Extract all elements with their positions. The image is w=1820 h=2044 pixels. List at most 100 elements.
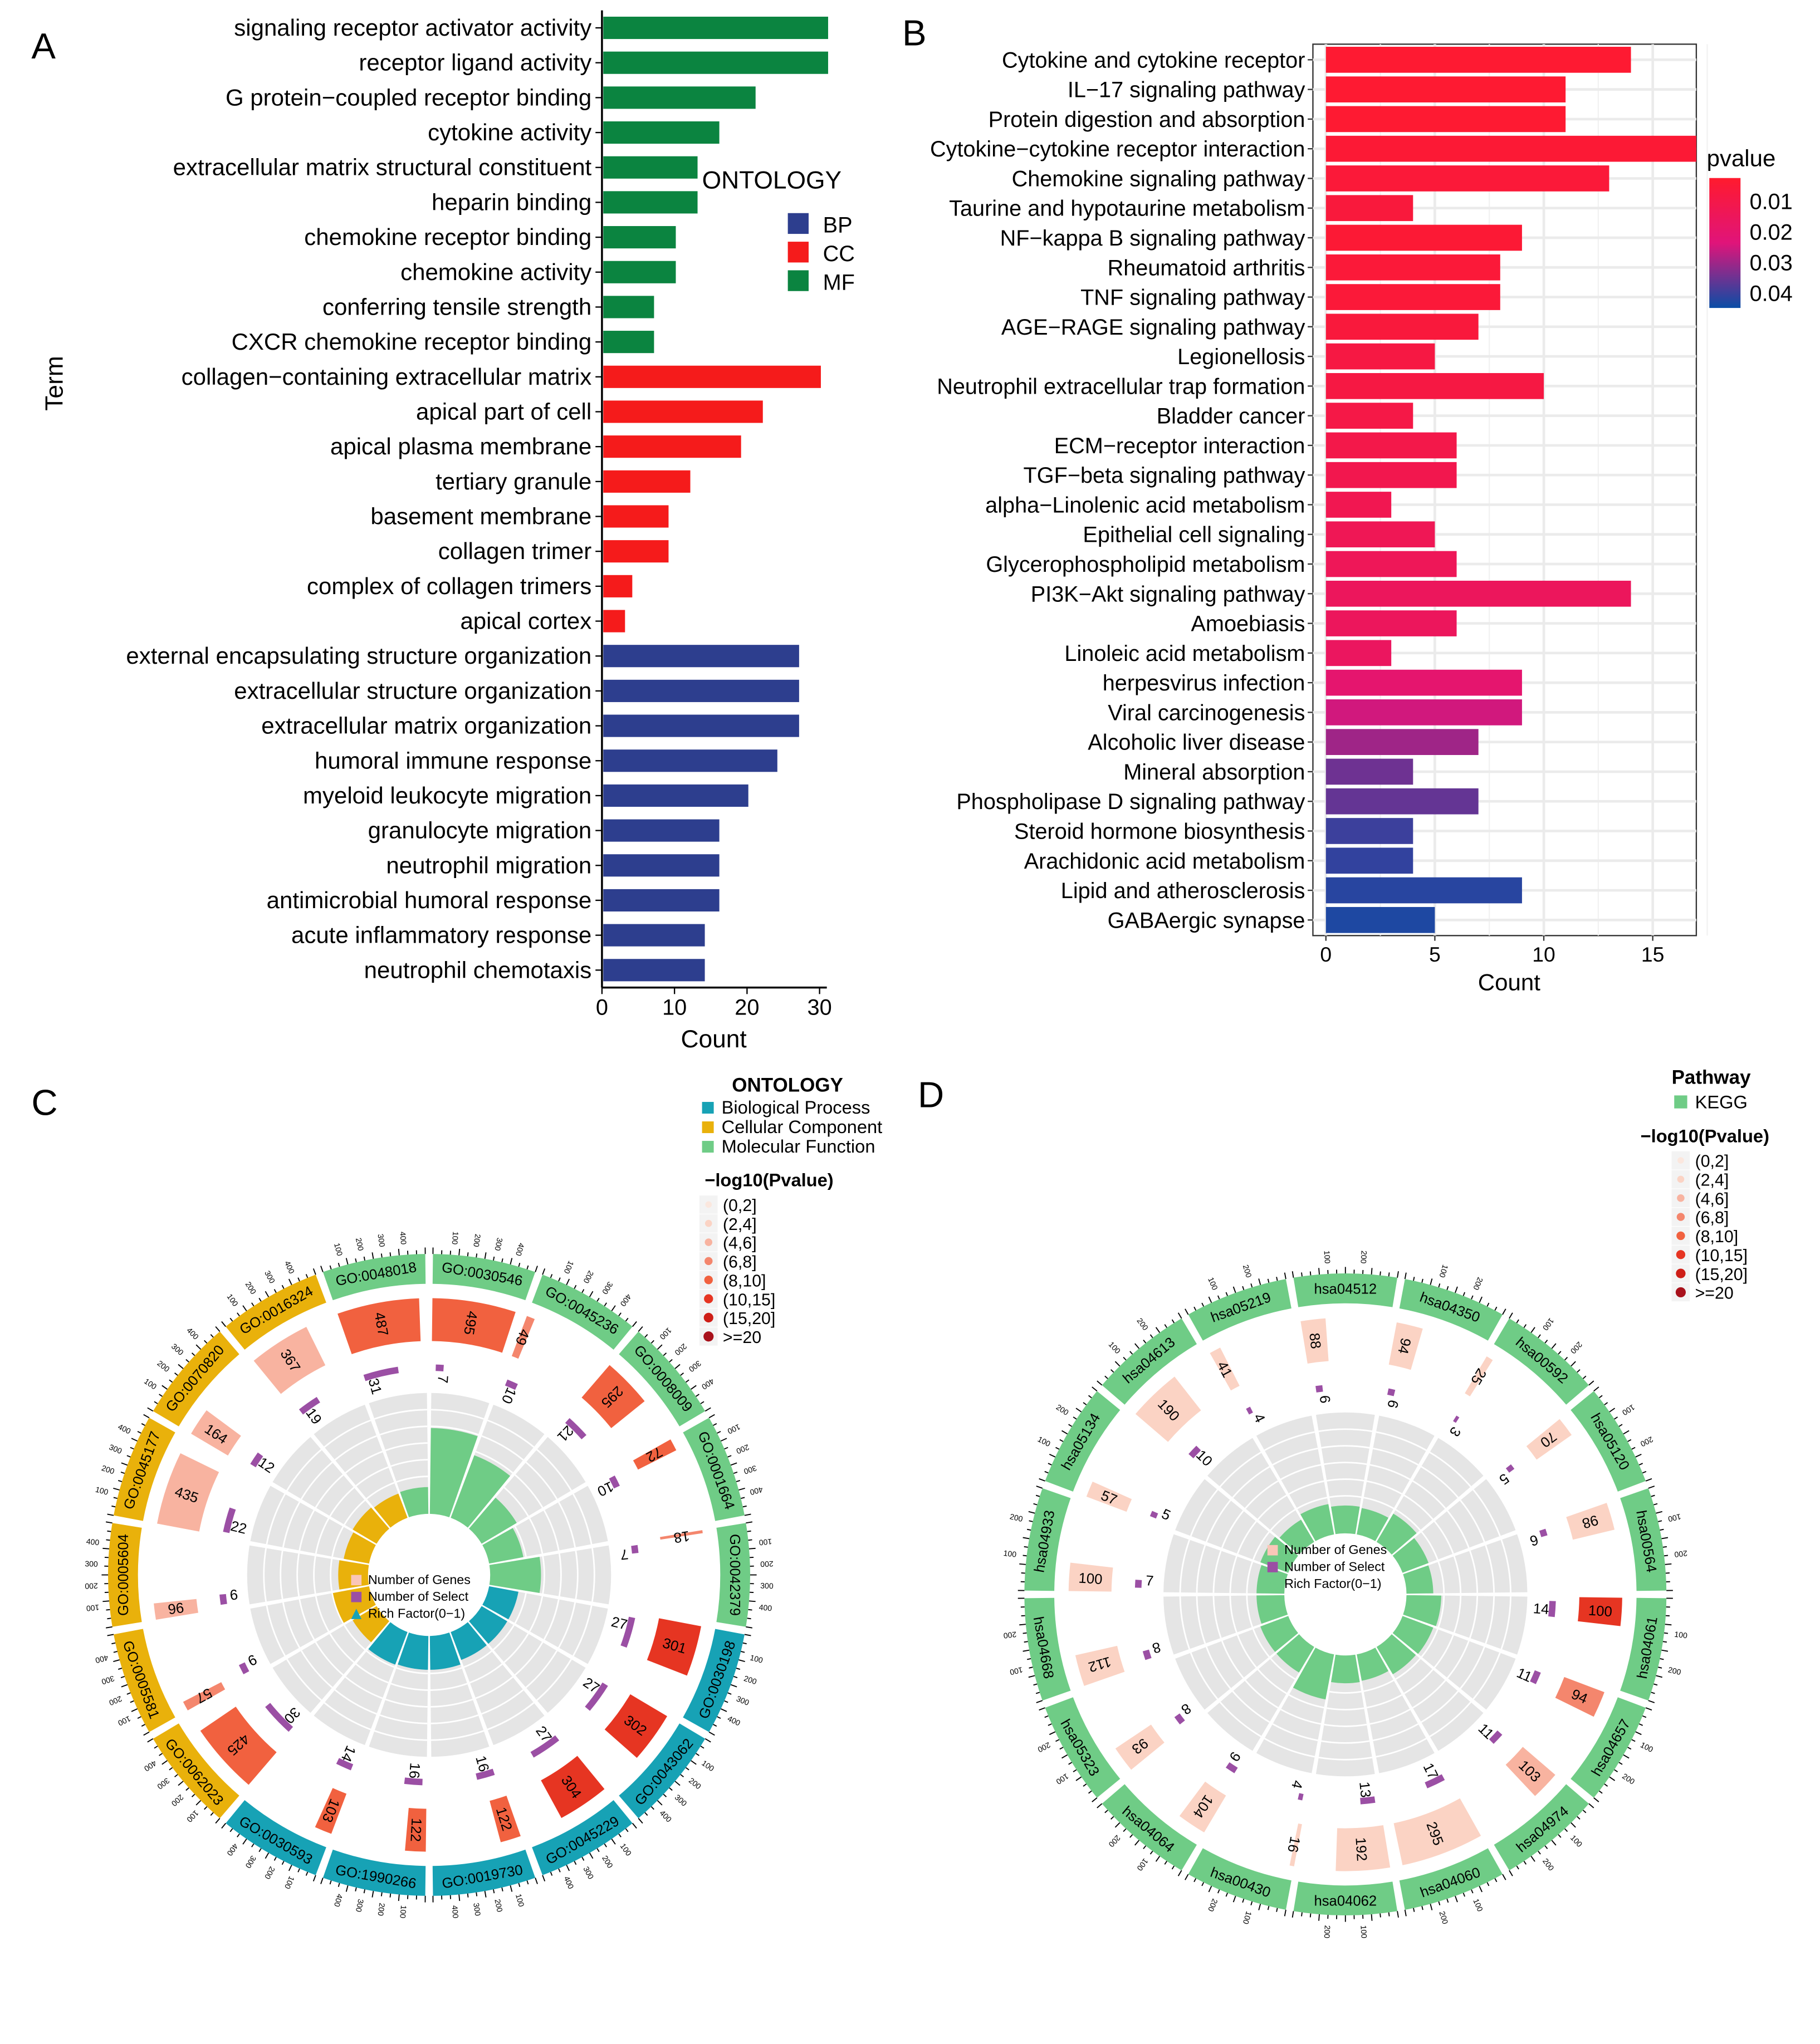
outer-sector-band [322, 1849, 426, 1896]
scale-tick [1208, 1296, 1212, 1303]
gene-count-label: 100 [1588, 1603, 1613, 1620]
scale-tick-label: 400 [86, 1537, 100, 1547]
scale-tick [174, 1774, 178, 1778]
y-tick-label: conferring tensile strength [322, 293, 591, 320]
pvalue-legend-label: (4,6] [723, 1234, 757, 1253]
pvalue-legend-dot [1677, 1175, 1685, 1183]
scale-tick-label: 300 [742, 1464, 757, 1477]
pvalue-legend-label: >=20 [723, 1329, 761, 1347]
scale-tick [1446, 1286, 1449, 1290]
rich-factor-bar [1376, 1513, 1417, 1555]
scale-tick [1134, 1840, 1139, 1846]
rich-gridline [1252, 1531, 1270, 1560]
rich-gridline [282, 1602, 301, 1648]
scale-tick [1623, 1754, 1630, 1759]
scale-tick-label: 100 [283, 1875, 296, 1890]
scale-tick [126, 1692, 131, 1695]
scale-tick [1129, 1351, 1133, 1355]
inner-legend-swatch [1267, 1545, 1278, 1556]
scale-tick [742, 1505, 747, 1508]
scale-tick [1092, 1797, 1098, 1802]
scale-tick [618, 1834, 622, 1837]
gene-count-bar [200, 1707, 277, 1785]
outer-sector-band [1024, 1488, 1071, 1591]
bar [603, 400, 763, 423]
scale-tick [174, 1372, 178, 1376]
rich-gridline [1205, 1646, 1231, 1689]
gene-count-bar [647, 1618, 701, 1676]
y-tick-label: Legionellosis [1177, 345, 1305, 369]
gene-count-bar [191, 1410, 241, 1456]
scale-tick [596, 1848, 600, 1852]
rich-gridline [1472, 1489, 1501, 1537]
scale-tick [251, 1843, 255, 1847]
rich-gridline [1288, 1694, 1324, 1709]
select-count-label: 22 [229, 1518, 248, 1537]
scale-tick [708, 1414, 715, 1419]
gene-count-bar [581, 1365, 645, 1428]
rich-gridline [1366, 1694, 1402, 1709]
scale-tick-label: 200 [1135, 1316, 1150, 1332]
scale-tick-label: 300 [170, 1342, 185, 1357]
rich-background [1175, 1479, 1283, 1566]
scale-tick [1177, 1870, 1182, 1876]
scale-tick [113, 1487, 120, 1491]
y-tick-label: receptor ligand activity [359, 50, 591, 76]
scale-tick [1462, 1893, 1466, 1897]
ontology-legend-swatch [702, 1121, 714, 1134]
scale-tick [1582, 1810, 1587, 1813]
y-tick-label: humoral immune response [315, 747, 591, 773]
rich-gridline [1421, 1629, 1439, 1658]
y-tick-label: collagen trimer [438, 538, 591, 564]
scale-tick [251, 1302, 255, 1307]
y-tick-label: NF−kappa B signaling pathway [1000, 226, 1305, 251]
scale-tick [1551, 1343, 1557, 1349]
scale-tick [107, 1530, 111, 1532]
scale-tick [162, 1385, 168, 1390]
scale-tick [191, 1793, 195, 1797]
rich-gridline [1373, 1447, 1419, 1466]
scale-tick [107, 1634, 114, 1636]
select-count-label: 6 [1384, 1398, 1401, 1410]
rich-gridline [1205, 1499, 1231, 1542]
scale-tick [1614, 1416, 1618, 1420]
outer-sector-band [1045, 1391, 1121, 1492]
scale-tick-label: 200 [107, 1694, 123, 1708]
scale-tick [1291, 1271, 1294, 1278]
scale-tick-label: 100 [726, 1422, 742, 1436]
gene-count-bar [1086, 1481, 1132, 1512]
scale-tick [1571, 1361, 1576, 1367]
rich-gridline [481, 1435, 524, 1461]
scale-tick [345, 1885, 349, 1892]
rich-gridline [286, 1449, 322, 1491]
scale-tick [1092, 1386, 1098, 1392]
gene-count-bar [315, 1788, 347, 1834]
scale-tick-label: 200 [687, 1776, 703, 1791]
scale-tick [691, 1760, 697, 1765]
y-tick-label: ECM−receptor interaction [1054, 434, 1305, 458]
panel-a-xlabel: Count [681, 1026, 746, 1053]
scale-tick-label: 400 [700, 1377, 716, 1392]
rich-factor-bar [482, 1586, 518, 1620]
scale-tick [1635, 1453, 1642, 1458]
select-count-label: 27 [610, 1614, 629, 1633]
scale-tick-label: 200 [1009, 1512, 1024, 1523]
scale-tick-label: 200 [1036, 1741, 1052, 1754]
gene-count-bar [1505, 1747, 1555, 1796]
gene-count-bar [1075, 1645, 1125, 1686]
rich-gridline [390, 1459, 428, 1467]
rich-gridline [1296, 1497, 1328, 1509]
scale-tick [126, 1455, 131, 1458]
scale-tick [1502, 1308, 1506, 1315]
scale-tick [1055, 1739, 1060, 1742]
rich-gridline [1190, 1652, 1219, 1700]
outer-sector-band [1571, 1697, 1646, 1798]
bar [1325, 343, 1435, 370]
select-count-bar [363, 1366, 399, 1381]
scale-tick [178, 1781, 184, 1786]
rich-gridline [385, 1698, 428, 1708]
scale-tick [185, 1787, 189, 1791]
select-count-label: 7 [619, 1546, 629, 1562]
rich-gridline [280, 1551, 283, 1599]
